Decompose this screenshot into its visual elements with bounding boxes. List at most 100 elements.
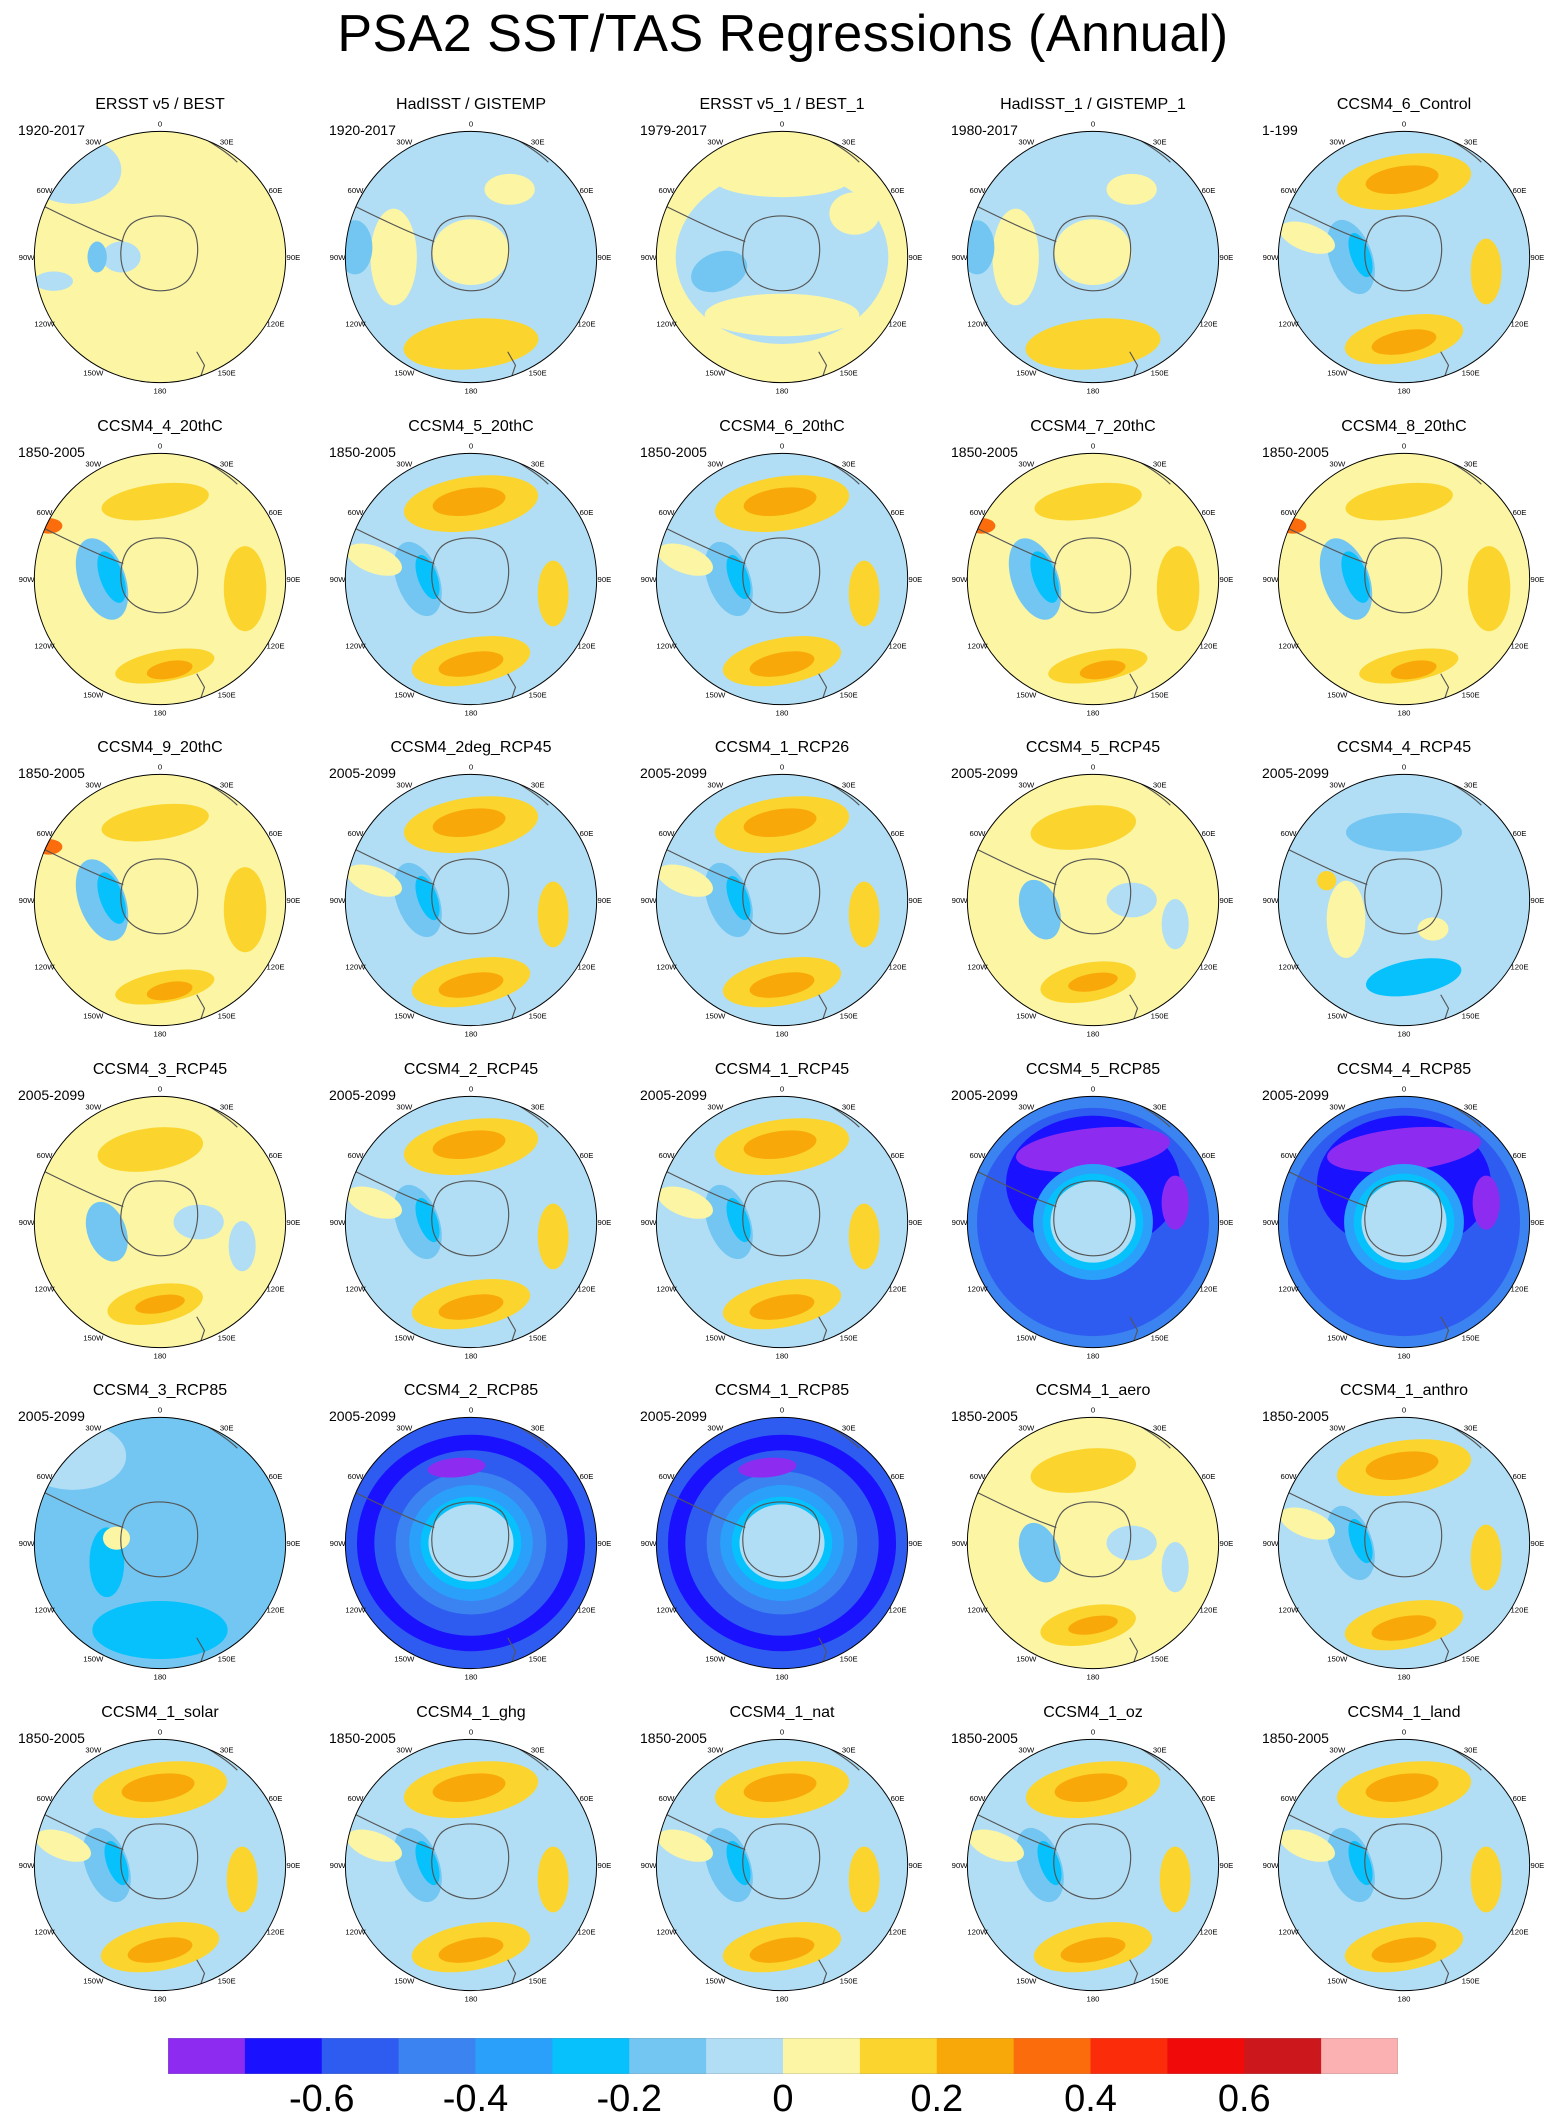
- warm-core: [1060, 1937, 1126, 1963]
- antarctica-coastline: [1364, 1823, 1443, 1900]
- longitude-label: 60W: [348, 1151, 365, 1160]
- panel-title: CCSM4_5_RCP45: [1025, 739, 1161, 756]
- map-border: [966, 130, 1220, 384]
- anomaly-field: [1278, 131, 1530, 383]
- longitude-label: 90E: [1531, 896, 1545, 905]
- longitude-label: 30E: [220, 137, 234, 146]
- longitude-label: 60E: [580, 508, 594, 517]
- warm-core: [101, 803, 209, 842]
- longitude-label: 120E: [578, 1928, 596, 1937]
- polar-map: 0 30E 60E 90E 120E 150E 180 150W 120W 90W 60W 30W: [641, 1406, 923, 1682]
- map-panel: CCSM4_1_nat 0 30E 60E 90E 120E 150E 180 150W 120W…: [632, 1704, 932, 2014]
- map-panel: ERSST v5 / BEST 0 30E 60E 90E 120E 150E 180 150W…: [10, 96, 310, 406]
- polar-map: 0 30E 60E 90E 120E 150E 180 150W 120W 90W 60W 30W: [952, 120, 1234, 396]
- polar-map: 0 30E 60E 90E 120E 150E 180 150W 120W 90W 60W 30W: [1263, 1728, 1545, 2004]
- longitude-label: 150E: [529, 1654, 547, 1663]
- longitude-label: 90E: [598, 1539, 612, 1548]
- map-border: [655, 452, 909, 706]
- longitude-label: 60E: [1513, 186, 1527, 195]
- longitude-label: 120W: [345, 642, 366, 651]
- new-zealand-coastline: [1440, 673, 1450, 700]
- polar-map: 0 30E 60E 90E 120E 150E 180 150W 120W 90W 60W 30W: [330, 763, 612, 1039]
- warm-core: [432, 808, 506, 838]
- longitude-label: 0: [1402, 763, 1406, 772]
- longitude-label: 90W: [952, 1218, 969, 1227]
- longitude-label: 60W: [348, 829, 365, 838]
- warm-core: [1345, 482, 1453, 521]
- cool-anomaly: [34, 271, 73, 291]
- longitude-label: 30E: [531, 1745, 545, 1754]
- colorbar-swatch: [552, 2038, 630, 2074]
- longitude-label: 60W: [348, 508, 365, 517]
- longitude-label: 120W: [967, 1928, 988, 1937]
- polar-map: 0 30E 60E 90E 120E 150E 180 150W 120W 90W 60W 30W: [1263, 442, 1545, 718]
- anomaly-field: [967, 1096, 1219, 1348]
- longitude-label: 60W: [37, 1472, 54, 1481]
- map-panel: CCSM4_1_oz 0 30E 60E 90E 120E 150E 180 150W 120W 9…: [943, 1704, 1243, 2014]
- new-zealand-coastline: [1129, 351, 1139, 378]
- longitude-label: 60W: [348, 1472, 365, 1481]
- panel-title: CCSM4_2deg_RCP45: [390, 739, 552, 756]
- panel-period: 1920-2017: [329, 122, 396, 138]
- longitude-label: 60W: [970, 508, 987, 517]
- warm-anomaly: [1279, 1829, 1335, 1862]
- polar-map: 0 30E 60E 90E 120E 150E 180 150W 120W 90W 60W 30W: [1263, 120, 1545, 396]
- longitude-label: 90W: [330, 1218, 347, 1227]
- anomaly-field: [967, 774, 1219, 1026]
- anomaly-field: [967, 131, 1219, 383]
- map-panel: CCSM4_4_20thC 0 30E 60E 90E 120E 150E 180 150W 12…: [10, 418, 310, 728]
- warm-anomaly: [1470, 1846, 1502, 1913]
- longitude-label: 180: [776, 1029, 789, 1038]
- longitude-label: 0: [780, 120, 784, 129]
- panel-period: 2005-2099: [329, 765, 396, 781]
- panel-title: CCSM4_1_solar: [101, 1704, 219, 1721]
- map-border: [1277, 452, 1531, 706]
- warm-core: [1034, 482, 1142, 521]
- longitude-label: 90E: [287, 575, 301, 584]
- longitude-label: 120E: [267, 320, 285, 329]
- antarctica-coastline: [1053, 1823, 1132, 1900]
- longitude-label: 30E: [531, 459, 545, 468]
- cool-anomaly: [1106, 1525, 1157, 1561]
- warm-anomaly: [1106, 173, 1157, 205]
- new-zealand-coastline: [196, 351, 206, 378]
- longitude-label: 150W: [1327, 1654, 1348, 1663]
- longitude-label: 30W: [396, 459, 413, 468]
- longitude-label: 60W: [970, 1472, 987, 1481]
- panel-period: 1850-2005: [640, 1730, 707, 1746]
- longitude-label: 60E: [269, 829, 283, 838]
- warm-anomaly: [704, 293, 860, 337]
- antarctica-coastline: [1364, 858, 1443, 935]
- longitude-label: 60E: [891, 1794, 905, 1803]
- longitude-label: 30W: [1329, 780, 1346, 789]
- map-panel: CCSM4_1_solar 0 30E 60E 90E 120E 150E 180 150W 12…: [10, 1704, 310, 2014]
- hot-core: [1390, 660, 1437, 680]
- warm-core: [749, 651, 815, 677]
- antarctica-coastline: [120, 1180, 199, 1257]
- longitude-label: 120W: [1278, 1606, 1299, 1615]
- longitude-label: 30W: [396, 1423, 413, 1432]
- map-border: [966, 452, 1220, 706]
- longitude-label: 90E: [287, 1861, 301, 1870]
- colorbar-swatch: [1167, 2038, 1245, 2074]
- longitude-label: 30W: [85, 780, 102, 789]
- longitude-label: 120W: [656, 642, 677, 651]
- longitude-label: 0: [469, 120, 473, 129]
- panel-title: CCSM4_9_20thC: [97, 739, 223, 756]
- map-border: [655, 130, 909, 384]
- warm-anomaly: [829, 192, 880, 235]
- longitude-label: 30E: [1153, 1745, 1167, 1754]
- antarctica-coastline: [431, 215, 510, 292]
- antarctica-coastline: [1364, 215, 1443, 292]
- longitude-label: 60E: [269, 186, 283, 195]
- colorbar-swatch: [244, 2038, 323, 2074]
- longitude-label: 120E: [267, 963, 285, 972]
- longitude-label: 30W: [707, 780, 724, 789]
- extreme-core: [427, 1457, 486, 1478]
- longitude-label: 150E: [1151, 690, 1169, 699]
- longitude-label: 180: [1087, 1029, 1100, 1038]
- warm-core: [1371, 1937, 1437, 1963]
- longitude-label: 0: [780, 1085, 784, 1094]
- longitude-label: 180: [1087, 386, 1100, 395]
- longitude-label: 60W: [1281, 1151, 1298, 1160]
